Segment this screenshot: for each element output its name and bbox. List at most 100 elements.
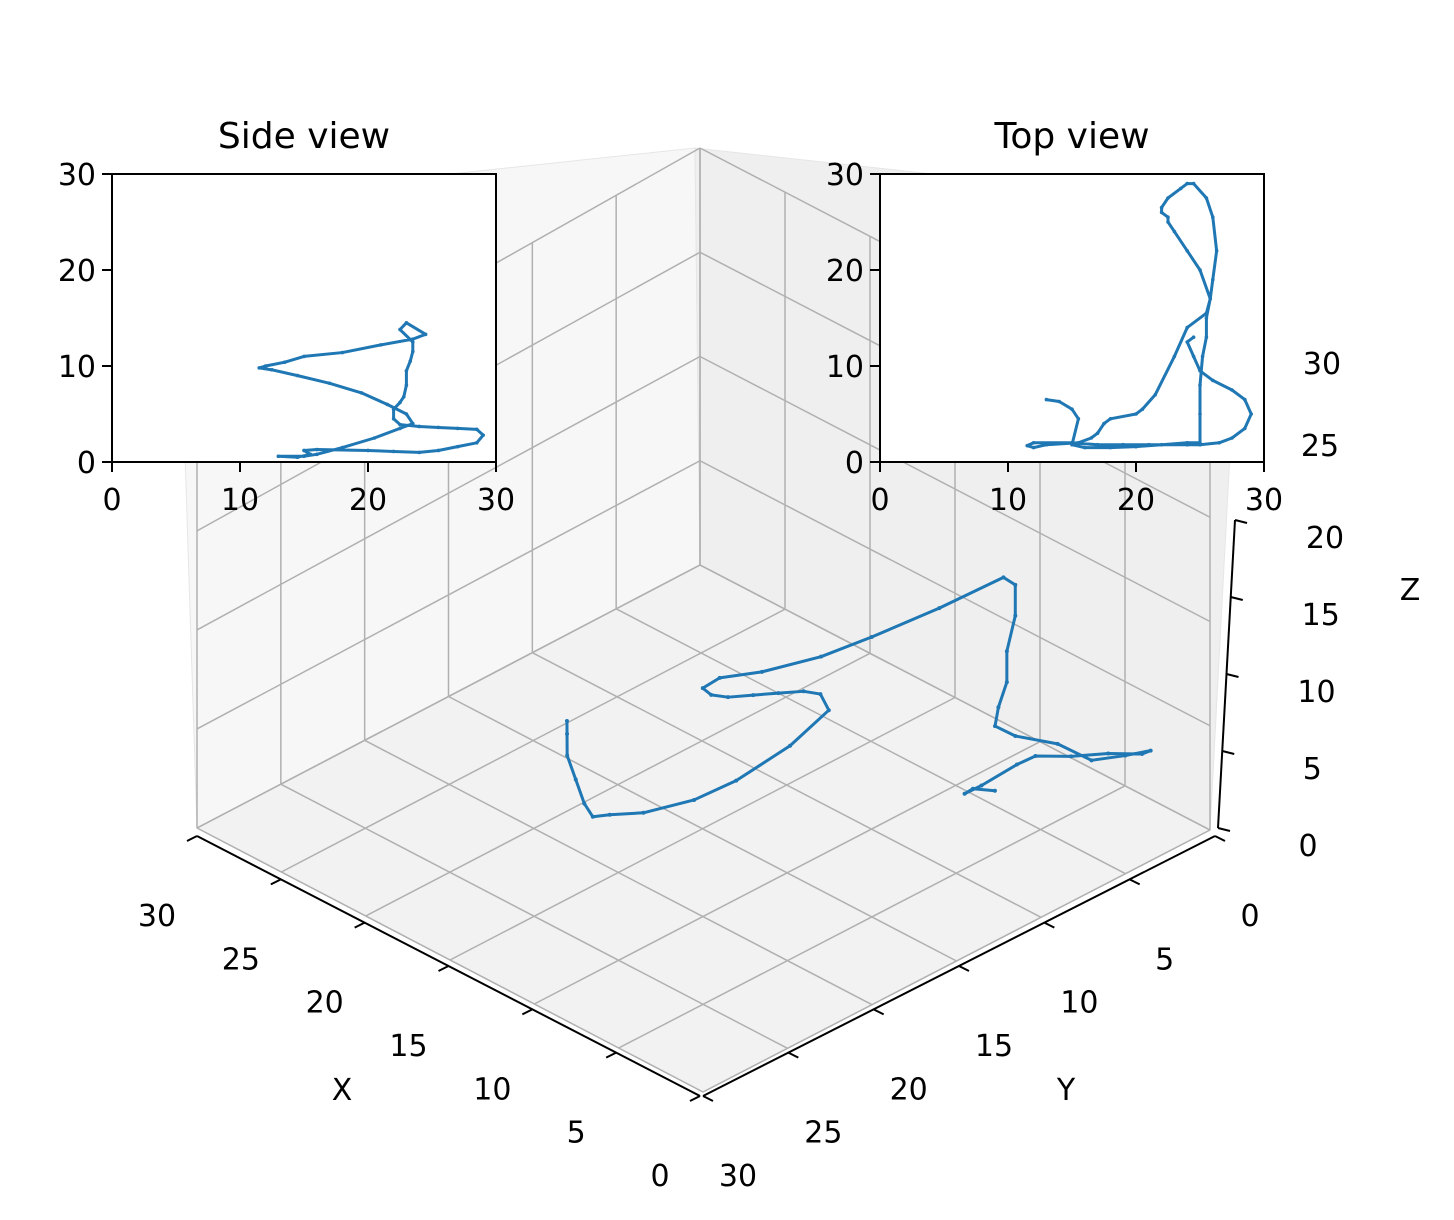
- top-view-point: [1153, 393, 1157, 397]
- top-view-y-tick-label: 0: [845, 446, 864, 481]
- top-view-point: [1070, 407, 1074, 412]
- y-tick: [1214, 835, 1226, 842]
- top-view-point: [1208, 297, 1213, 301]
- trajectory-point: [565, 731, 570, 736]
- trajectory-point: [1148, 748, 1153, 753]
- side-view-point: [455, 444, 460, 449]
- x-tick: [438, 965, 449, 972]
- trajectory-point: [1013, 734, 1018, 739]
- trajectory-point: [1055, 741, 1060, 746]
- side-view-point: [408, 359, 413, 364]
- top-view-point: [1179, 186, 1183, 191]
- z-tick-label: 20: [1306, 521, 1344, 556]
- top-view-point: [1172, 229, 1177, 234]
- trajectory-point: [734, 778, 739, 783]
- side-view-point: [398, 327, 402, 332]
- top-view-point: [1057, 399, 1061, 404]
- side-view-point: [411, 337, 415, 341]
- trajectory-point: [937, 606, 942, 611]
- x-tick: [689, 1095, 701, 1102]
- trajectory-point: [1123, 753, 1128, 758]
- trajectory-point: [607, 812, 612, 817]
- top-view-point: [1243, 426, 1247, 431]
- hidden-tick-label-30: 30: [1303, 347, 1341, 382]
- top-view-point: [1166, 215, 1170, 219]
- trajectory-point: [1004, 649, 1009, 654]
- top-view-point: [1191, 354, 1196, 359]
- trajectory-point: [993, 724, 998, 729]
- top-view-point: [1147, 442, 1151, 447]
- z-tick: [1226, 673, 1239, 678]
- z-tick-label: 5: [1303, 752, 1322, 787]
- top-view-x-tick-label: 10: [989, 483, 1027, 518]
- side-view-point: [436, 448, 441, 453]
- top-view-point: [1191, 181, 1196, 186]
- side-view-point: [359, 391, 364, 395]
- side-view-point: [379, 343, 383, 347]
- side-view-point: [276, 454, 281, 459]
- top-view-point: [1159, 442, 1164, 447]
- y-tick: [787, 1051, 799, 1059]
- side-view-point: [391, 417, 396, 421]
- top-view-point: [1134, 412, 1138, 416]
- top-view-point: [1095, 431, 1100, 436]
- top-view-point: [1211, 277, 1215, 282]
- x-tick: [521, 1008, 533, 1016]
- side-view-point: [475, 427, 479, 432]
- y-tick-label: 10: [1060, 986, 1098, 1021]
- top-view-point: [1198, 268, 1202, 272]
- trajectory-point: [788, 743, 793, 748]
- side-view-point: [455, 426, 460, 431]
- x-tick-label: 20: [306, 986, 344, 1021]
- top-view-point: [1185, 249, 1189, 253]
- trajectory-point: [573, 777, 578, 782]
- top-view-point: [1243, 397, 1247, 402]
- side-view-point: [283, 360, 287, 364]
- side-view-y-tick-label: 20: [58, 254, 96, 289]
- side-view-ticks: 0 10 20 30 0 10 20 30: [58, 158, 515, 518]
- top-view-point: [1031, 445, 1036, 450]
- top-view-point: [1070, 441, 1074, 445]
- trajectory-point: [1013, 582, 1018, 587]
- y-tick-label: 20: [890, 1072, 928, 1107]
- top-view-point: [1185, 325, 1189, 330]
- trajectory-point: [818, 692, 823, 697]
- x-tick: [605, 1051, 617, 1059]
- trajectory-point: [826, 708, 831, 713]
- trajectory-point: [962, 791, 967, 796]
- trajectory-point: [801, 689, 806, 694]
- top-view-x-tick-label: 20: [1117, 483, 1155, 518]
- top-view-point: [1108, 445, 1113, 450]
- side-view-x-tick-label: 10: [221, 483, 259, 518]
- top-view-point: [1204, 311, 1209, 316]
- top-view-point: [1211, 215, 1215, 219]
- side-view-point: [295, 455, 300, 460]
- x-tick: [186, 835, 198, 842]
- top-view-x-tick-label: 30: [1245, 483, 1283, 518]
- trajectory-point: [725, 695, 730, 700]
- side-view-trajectory: [257, 321, 486, 460]
- y-axis-label: Y: [1056, 1073, 1076, 1108]
- top-view-point: [1185, 340, 1189, 344]
- ticks-3d: 0 5 10 15 20 25 30 0 5 10 15 20 25 30 0 5 10 15 20: [138, 519, 1344, 1194]
- trajectory-point: [717, 675, 722, 680]
- trajectory-point: [692, 797, 697, 802]
- trajectory-point: [700, 686, 705, 691]
- top-view-title: Top view: [993, 116, 1149, 157]
- trajectory-point: [1004, 680, 1009, 685]
- z-tick-label: 10: [1297, 675, 1335, 710]
- side-view-point: [315, 447, 319, 452]
- grid-line-wall-z: [196, 460, 701, 730]
- top-view-point: [1185, 442, 1189, 447]
- top-view-point: [1200, 354, 1205, 359]
- side-view-point: [411, 421, 415, 426]
- side-view-y-tick-label: 0: [77, 446, 96, 481]
- trajectory-point: [1014, 762, 1019, 767]
- top-view-point: [1031, 441, 1036, 445]
- trajectory-point: [979, 783, 984, 788]
- side-view-point: [327, 381, 332, 386]
- side-view-point: [315, 452, 319, 457]
- top-view-point: [1214, 249, 1219, 253]
- trajectory-point: [996, 705, 1001, 710]
